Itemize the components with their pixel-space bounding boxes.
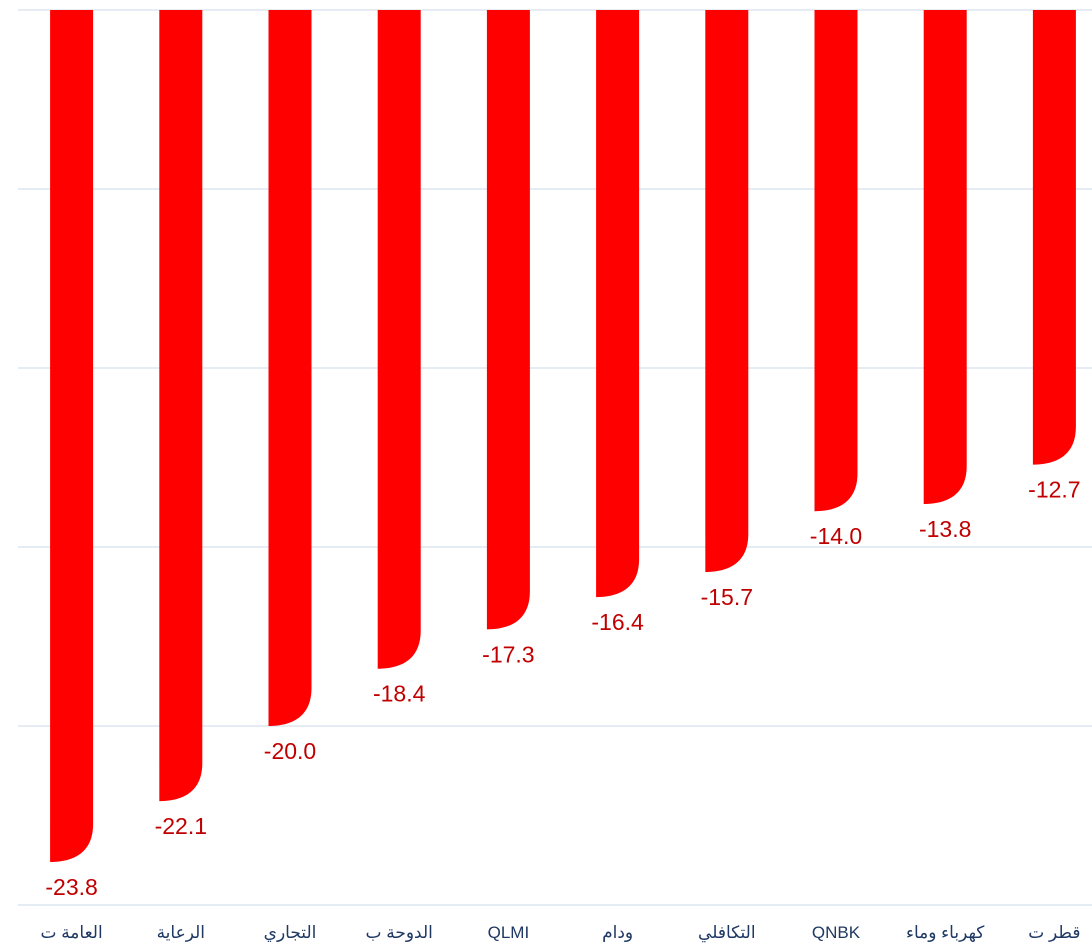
data-label: -20.0 bbox=[264, 738, 316, 764]
bars bbox=[50, 10, 1076, 863]
category-label: QLMI bbox=[488, 923, 530, 942]
bar bbox=[377, 10, 421, 669]
category-label: كهرباء وماء bbox=[906, 923, 985, 943]
data-label: -13.8 bbox=[919, 516, 971, 542]
category-label: الرعاية bbox=[157, 923, 205, 942]
bar bbox=[705, 10, 749, 573]
data-label: -23.8 bbox=[45, 874, 97, 900]
data-label: -16.4 bbox=[591, 609, 644, 635]
bar bbox=[814, 10, 858, 512]
data-label: -12.7 bbox=[1028, 477, 1080, 503]
data-label: -17.3 bbox=[482, 641, 534, 667]
bar bbox=[159, 10, 203, 802]
value-labels: -23.8 -22.1 -20.0 -18.4 -17.3 -16.4 -15.7 -14.0… bbox=[45, 477, 1080, 900]
bar bbox=[923, 10, 967, 505]
bar bbox=[486, 10, 530, 630]
category-label: التكافلي bbox=[698, 923, 756, 943]
category-label: قطر ت bbox=[1028, 923, 1080, 942]
data-label: -22.1 bbox=[155, 813, 207, 839]
bar bbox=[596, 10, 640, 598]
bar bbox=[50, 10, 94, 863]
category-label: الدوحة ب bbox=[366, 923, 433, 942]
bar bbox=[1032, 10, 1076, 465]
data-label: -18.4 bbox=[373, 681, 426, 707]
bar bbox=[268, 10, 312, 726]
data-label: -14.0 bbox=[810, 523, 862, 549]
data-label: -15.7 bbox=[701, 584, 753, 610]
category-label: ودام bbox=[602, 923, 633, 942]
category-label: التجاري bbox=[264, 923, 317, 943]
category-label: QNBK bbox=[812, 923, 861, 942]
category-label: العامة ت bbox=[40, 923, 102, 942]
category-labels: العامة ت الرعاية التجاري الدوحة ب QLMI ودام ال… bbox=[40, 923, 1080, 943]
